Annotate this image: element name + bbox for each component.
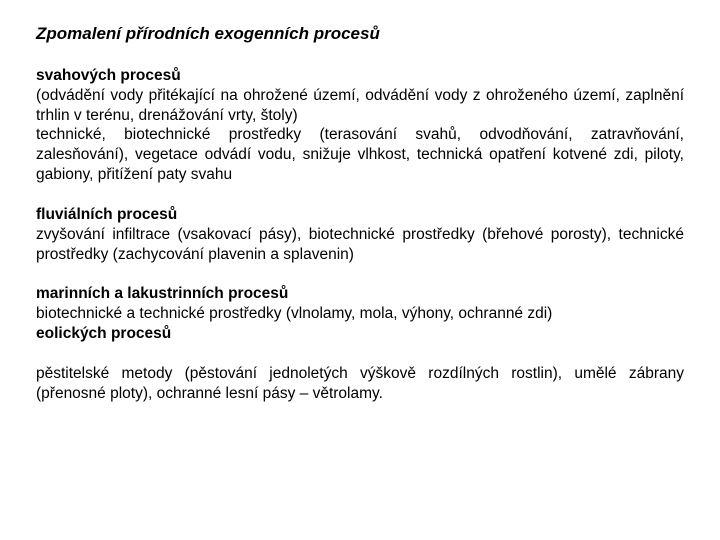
section-heading: marinních a lakustrinních procesů — [36, 284, 684, 304]
section-heading-extra: eolických procesů — [36, 324, 684, 344]
section-marinnich: marinních a lakustrinních procesů biotec… — [36, 284, 684, 343]
section-body: pěstitelské metody (pěstování jednoletýc… — [36, 364, 684, 404]
section-body: biotechnické a technické prostředky (vln… — [36, 304, 684, 324]
section-heading: fluviálních procesů — [36, 205, 684, 225]
section-heading: svahových procesů — [36, 66, 684, 86]
document-page: Zpomalení přírodních exogenních procesů … — [0, 0, 720, 448]
section-fluvialnich: fluviálních procesů zvyšování infiltrace… — [36, 205, 684, 264]
section-pestitelske: pěstitelské metody (pěstování jednoletýc… — [36, 364, 684, 404]
page-title: Zpomalení přírodních exogenních procesů — [36, 24, 684, 44]
section-body: (odvádění vody přitékající na ohrožené ú… — [36, 86, 684, 185]
section-svahovych: svahových procesů (odvádění vody přitéka… — [36, 66, 684, 185]
section-body: zvyšování infiltrace (vsakovací pásy), b… — [36, 225, 684, 265]
